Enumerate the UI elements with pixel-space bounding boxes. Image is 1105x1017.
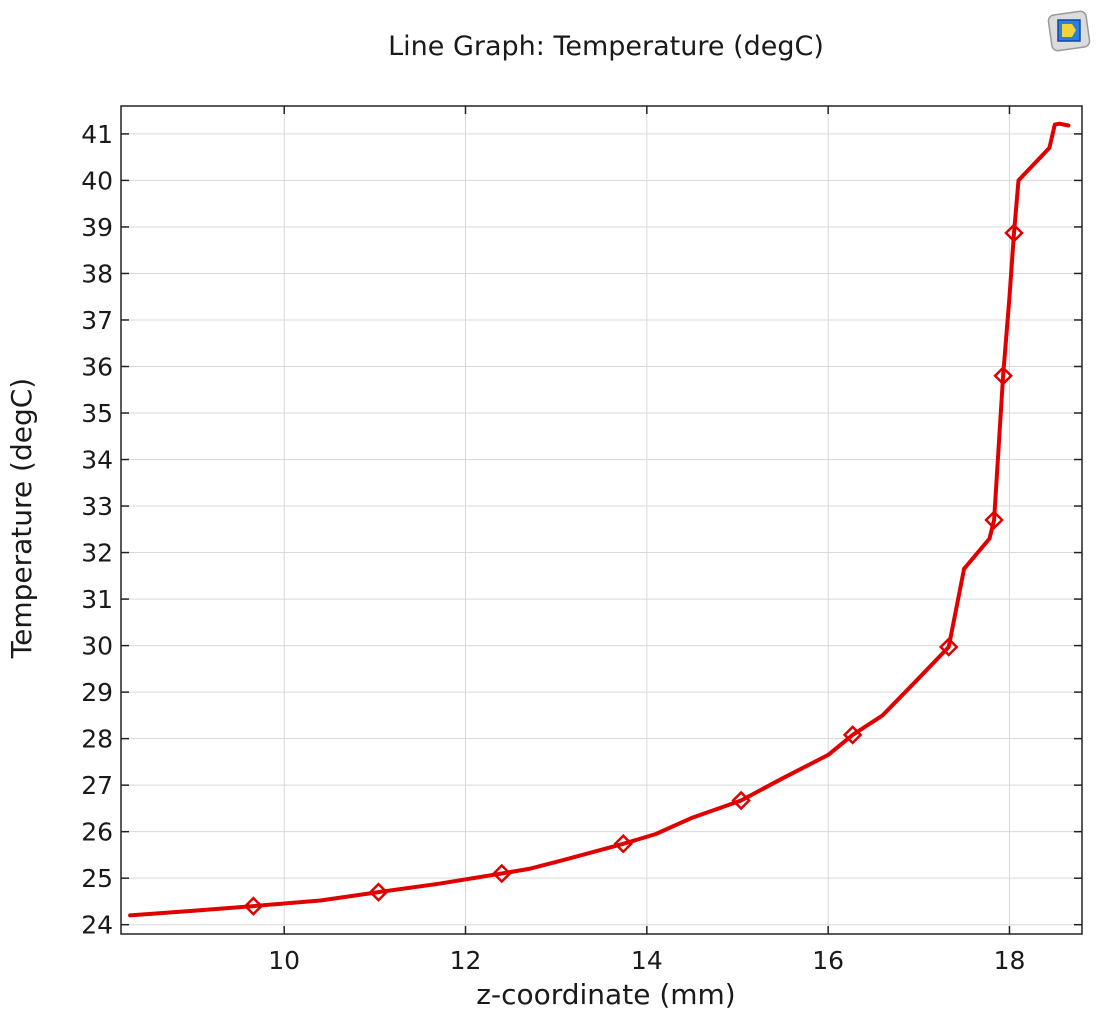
grid-lines	[121, 106, 1082, 934]
data-point-marker	[1004, 223, 1024, 243]
x-axis-label: z-coordinate (mm)	[476, 978, 735, 1011]
y-tick-label: 40	[81, 166, 113, 195]
y-tick-label: 24	[81, 911, 113, 940]
y-axis-label: Temperature (degC)	[5, 378, 38, 659]
y-tick-label: 39	[81, 213, 113, 242]
x-tick-label: 16	[812, 946, 844, 975]
y-tick-label: 29	[81, 678, 113, 707]
chart-title: Line Graph: Temperature (degC)	[388, 31, 824, 62]
x-tick-label: 14	[631, 946, 663, 975]
y-tick-label: 41	[81, 120, 113, 149]
x-tick-label: 10	[268, 946, 300, 975]
data-point-marker	[842, 725, 863, 745]
plot-frame	[120, 105, 1083, 935]
y-tick-label: 32	[81, 539, 113, 568]
data-point-marker	[938, 637, 959, 657]
y-tick-label: 25	[81, 864, 113, 893]
data-point-marker	[984, 510, 1004, 530]
x-tick-label: 12	[450, 946, 482, 975]
y-tick-label: 30	[81, 632, 113, 661]
y-tick-label: 33	[81, 492, 113, 521]
y-axis: 24 25 26 27 28 29 30 31 32 33 34 35 36 37 38 39 40 41	[81, 120, 1082, 940]
y-tick-label: 28	[81, 725, 113, 754]
y-tick-label: 31	[81, 585, 113, 614]
y-tick-label: 35	[81, 399, 113, 428]
y-tick-label: 26	[81, 818, 113, 847]
logo-icon	[1047, 10, 1091, 52]
data-point-marker	[993, 366, 1013, 386]
y-tick-label: 38	[81, 259, 113, 288]
x-axis: 10 12 14 16 18	[268, 106, 1025, 975]
x-tick-label: 18	[994, 946, 1026, 975]
y-tick-label: 36	[81, 352, 113, 381]
data-point-marker	[368, 882, 389, 902]
series-line	[128, 121, 1071, 918]
y-tick-label: 34	[81, 446, 113, 475]
data-point-marker	[243, 896, 264, 916]
data-point-marker	[492, 863, 512, 884]
y-tick-label: 27	[81, 771, 113, 800]
data-point-marker	[613, 833, 634, 854]
series-group	[128, 121, 1071, 918]
data-point-marker	[731, 790, 751, 811]
y-tick-label: 37	[81, 306, 113, 335]
